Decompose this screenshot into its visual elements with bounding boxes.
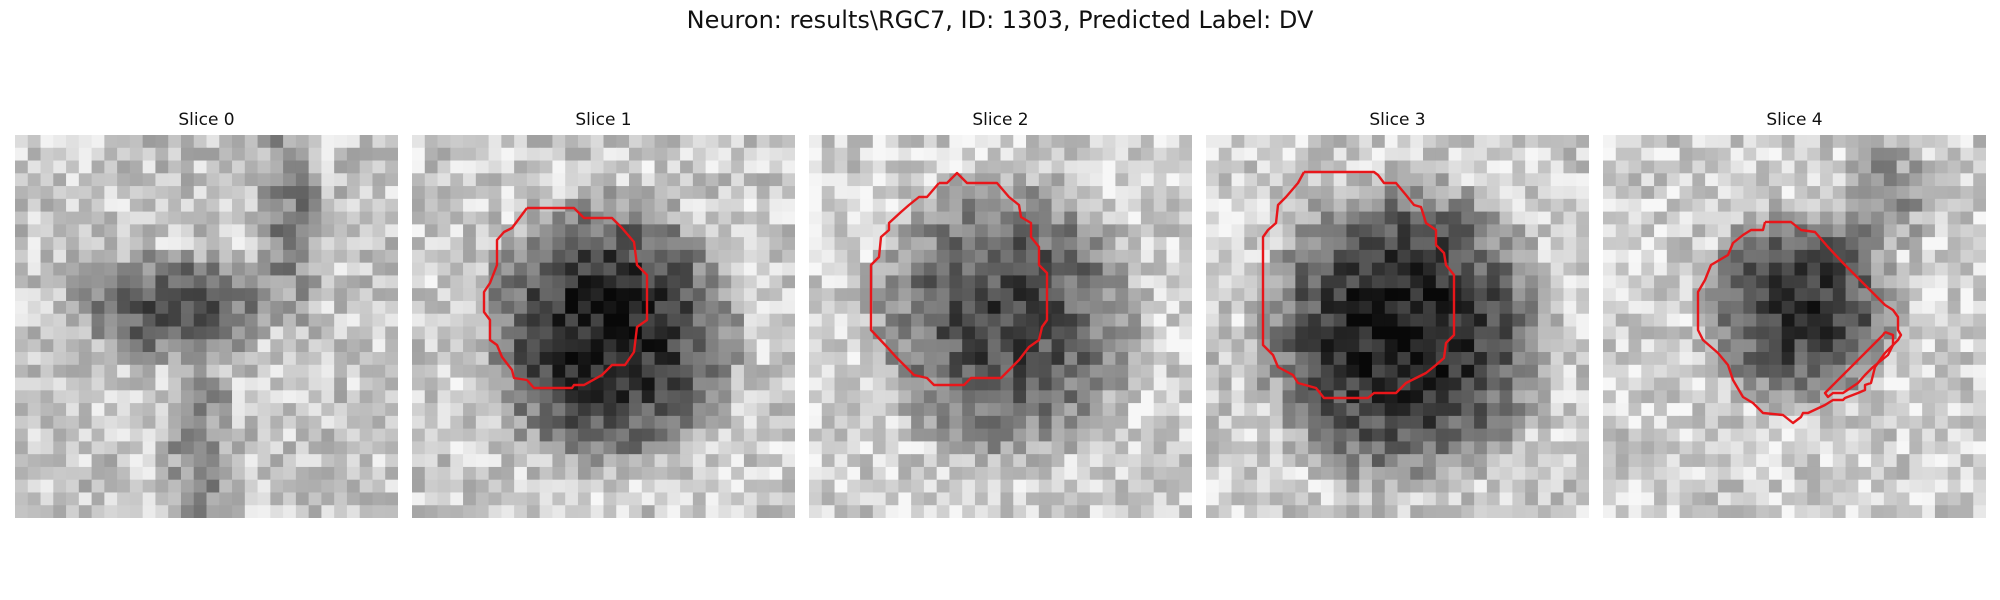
neuron-contour-inner — [1823, 330, 1895, 399]
neuron-contour — [869, 171, 1049, 387]
slice-image-4 — [1603, 135, 1986, 518]
slice-title: Slice 4 — [1766, 110, 1823, 130]
slice-image-2 — [809, 135, 1192, 518]
neuron-contour — [1696, 220, 1903, 425]
neuron-contour — [482, 206, 649, 390]
slice-image-3 — [1206, 135, 1589, 518]
pixel-grid — [1206, 135, 1589, 518]
neuron-contour — [1261, 170, 1456, 400]
pixel-grid — [15, 135, 398, 518]
slice-image-0 — [15, 135, 398, 518]
slice-title: Slice 2 — [972, 110, 1029, 130]
pixel-grid — [1603, 135, 1986, 518]
pixel-grid — [809, 135, 1192, 518]
slice-title: Slice 1 — [575, 110, 632, 130]
slice-title: Slice 0 — [178, 110, 235, 130]
slice-title: Slice 3 — [1369, 110, 1426, 130]
figure-title: Neuron: results\RGC7, ID: 1303, Predicte… — [686, 6, 1314, 34]
pixel-grid — [412, 135, 795, 518]
slice-image-1 — [412, 135, 795, 518]
